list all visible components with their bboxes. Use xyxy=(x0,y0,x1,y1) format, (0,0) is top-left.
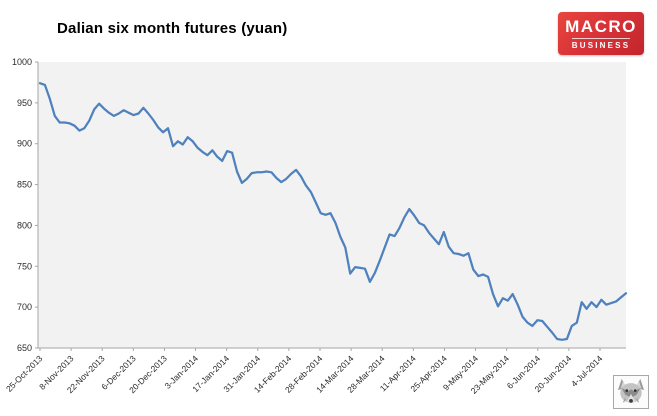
y-tick-label: 700 xyxy=(17,302,32,312)
futures-price-series-line xyxy=(38,82,628,341)
y-tick-label: 850 xyxy=(17,180,32,190)
y-tick-label: 750 xyxy=(17,261,32,271)
x-tick-label: 4-Jul-2014 xyxy=(569,353,605,389)
y-tick-label: 800 xyxy=(17,220,32,230)
wolf-icon-glyph xyxy=(617,378,645,403)
x-tick-label: 25-Oct-2013 xyxy=(4,353,45,394)
y-tick-label: 950 xyxy=(17,98,32,108)
wolf-icon xyxy=(613,375,649,409)
macrobusiness-logo: MACRO BUSINESS xyxy=(558,12,644,55)
y-axis-labels: 1000 950 900 850 800 750 700 650 xyxy=(12,57,38,353)
y-tick-label: 1000 xyxy=(12,57,32,67)
y-tick-label: 900 xyxy=(17,139,32,149)
y-tick-label: 650 xyxy=(17,343,32,353)
x-axis-labels: 25-Oct-20138-Nov-201322-Nov-20136-Dec-20… xyxy=(4,348,605,396)
logo-text-macro: MACRO xyxy=(565,16,637,36)
plot-area xyxy=(38,62,626,348)
chart-title: Dalian six month futures (yuan) xyxy=(57,20,288,37)
logo-text-business: BUSINESS xyxy=(571,37,631,50)
